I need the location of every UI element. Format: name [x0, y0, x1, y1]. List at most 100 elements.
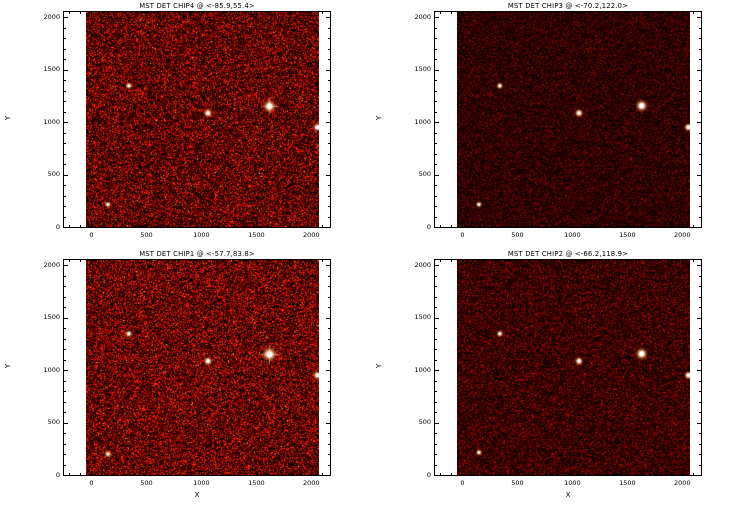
axis-tick: [435, 143, 437, 145]
axis-tick: [328, 454, 330, 455]
axis-tick: [328, 391, 330, 393]
axis-tick: [124, 473, 126, 475]
axis-tick: [616, 473, 618, 475]
axis-tick: [435, 464, 437, 466]
x-tick-label: 1000: [193, 479, 210, 487]
axis-tick: [699, 296, 701, 298]
axis-tick: [64, 59, 66, 61]
axis-tick: [179, 473, 181, 475]
axis-tick: [328, 111, 330, 113]
axis-tick: [435, 359, 437, 361]
axis-tick: [699, 338, 701, 340]
panel-title: MST DET CHIP3 @ <-70.2,122.0>: [507, 2, 629, 10]
axis-tick: [462, 223, 464, 227]
axis-tick: [583, 473, 585, 475]
axis-tick: [64, 370, 68, 372]
axis-tick: [435, 401, 437, 403]
axis-tick: [435, 380, 437, 382]
y-tick-label: 2000: [414, 260, 431, 269]
axis-tick: [506, 12, 508, 14]
plot-frame: [434, 259, 702, 476]
axis-tick: [64, 153, 66, 155]
axis-tick: [328, 153, 330, 155]
axis-tick: [435, 433, 437, 434]
axis-tick: [311, 223, 313, 227]
axis-tick: [699, 48, 701, 50]
axis-tick: [135, 225, 137, 227]
y-tick-label: 1000: [43, 117, 60, 126]
axis-tick: [435, 101, 437, 103]
axis-tick: [64, 275, 66, 277]
axis-tick: [328, 464, 330, 466]
axis-tick: [435, 59, 437, 61]
axis-tick: [328, 412, 330, 413]
axis-tick: [190, 473, 192, 475]
y-tick-label: 1500: [414, 65, 431, 74]
axis-tick: [699, 27, 701, 29]
axis-tick: [697, 422, 701, 424]
axis-tick: [506, 260, 508, 262]
y-tick-label: 0: [55, 470, 60, 479]
axis-tick: [328, 296, 330, 298]
axis-tick: [693, 260, 695, 262]
axis-tick: [289, 473, 291, 475]
axis-tick: [64, 464, 66, 466]
axis-tick: [64, 174, 68, 176]
axis-tick: [135, 473, 137, 475]
axis-tick: [157, 225, 159, 227]
y-tick-label: 1000: [43, 365, 60, 374]
axis-tick: [328, 275, 330, 277]
axis-tick: [64, 338, 66, 340]
axis-tick: [64, 286, 66, 288]
axis-tick: [328, 206, 330, 207]
axis-tick: [699, 412, 701, 413]
axis-tick: [435, 475, 439, 476]
axis-tick: [328, 132, 330, 134]
y-tick-label: 500: [418, 418, 431, 426]
axis-tick: [328, 195, 330, 197]
axis-tick: [256, 12, 258, 16]
axis-tick: [699, 216, 701, 218]
y-axis-label: Y: [375, 363, 384, 369]
axis-tick: [671, 473, 673, 475]
axis-tick: [326, 174, 330, 176]
axis-tick: [113, 225, 115, 227]
axis-tick: [435, 80, 437, 82]
axis-tick: [311, 260, 313, 264]
axis-tick: [440, 473, 442, 475]
x-tick-label: 500: [511, 479, 524, 487]
axis-tick: [435, 48, 437, 50]
axis-tick: [64, 195, 66, 197]
axis-tick: [146, 12, 148, 16]
y-axis-label: Y: [4, 363, 13, 369]
axis-tick: [435, 195, 437, 197]
axis-tick: [328, 380, 330, 382]
axis-tick: [462, 12, 464, 16]
axis-tick: [682, 471, 684, 475]
axis-tick: [300, 225, 302, 227]
axis-tick: [64, 206, 66, 207]
axis-tick: [699, 80, 701, 82]
axis-tick: [135, 260, 137, 262]
axis-tick: [234, 473, 236, 475]
axis-tick: [64, 132, 66, 134]
axis-tick: [660, 12, 662, 14]
axis-tick: [311, 12, 313, 16]
axis-tick: [517, 223, 519, 227]
axis-tick: [473, 260, 475, 262]
axis-tick: [69, 473, 71, 475]
axis-tick: [326, 475, 330, 476]
axis-tick: [234, 12, 236, 14]
x-tick-label: 0: [460, 231, 465, 239]
axis-tick: [300, 473, 302, 475]
axis-tick: [245, 12, 247, 14]
y-axis-label: Y: [4, 115, 13, 121]
axis-tick: [328, 349, 330, 351]
axis-tick: [699, 185, 701, 186]
x-axis-label: X: [565, 491, 571, 499]
axis-tick: [627, 223, 629, 227]
x-tick-label: 1500: [619, 231, 636, 239]
axis-tick: [201, 12, 203, 16]
axis-tick: [495, 225, 497, 227]
axis-tick: [289, 225, 291, 227]
